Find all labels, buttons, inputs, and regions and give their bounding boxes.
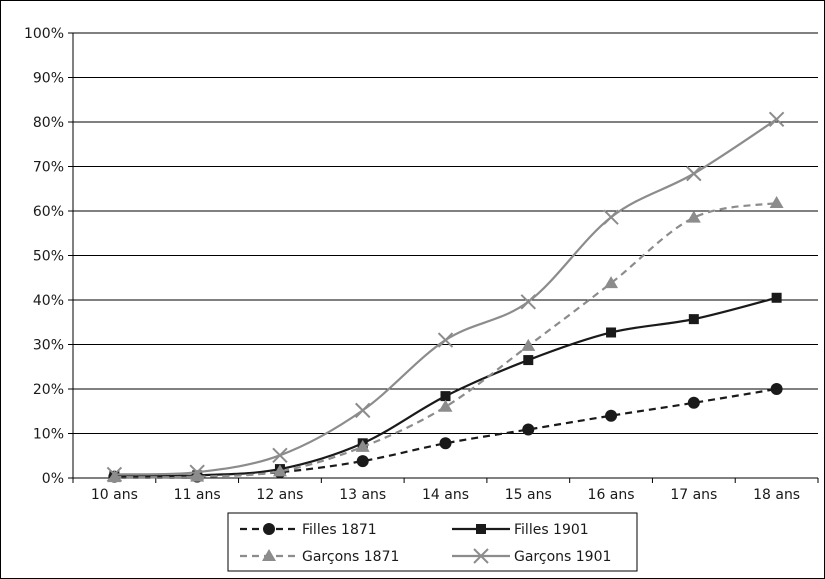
x-tick-label: 11 ans xyxy=(174,487,221,503)
data-point-filles-1871-4 xyxy=(439,437,452,450)
data-point-garcons-1901-6 xyxy=(603,209,619,225)
y-tick-label: 50% xyxy=(33,249,64,265)
y-tick-label: 20% xyxy=(33,382,64,398)
data-point-filles-1871-7 xyxy=(687,396,700,409)
data-point-garcons-1901-8 xyxy=(768,111,785,128)
legend-label: Garçons 1871 xyxy=(302,549,399,565)
data-point-garcons-1871-1 xyxy=(190,469,205,482)
legend-label: Filles 1871 xyxy=(302,522,377,538)
legend-marker xyxy=(262,549,276,561)
x-tick-label: 10 ans xyxy=(91,487,138,503)
y-tick-label: 100% xyxy=(24,26,64,42)
data-point-filles-1871-6 xyxy=(605,409,618,422)
data-point-garcons-1901-5 xyxy=(520,294,536,310)
x-tick-label: 17 ans xyxy=(670,487,717,503)
y-tick-label: 60% xyxy=(33,204,64,220)
x-tick-label: 14 ans xyxy=(422,487,469,503)
data-point-garcons-1871-8 xyxy=(769,195,784,208)
legend-box xyxy=(227,512,638,572)
data-point-garcons-1871-6 xyxy=(604,276,619,289)
y-tick-label: 0% xyxy=(42,471,64,487)
legend-marker xyxy=(263,523,275,535)
legend-marker xyxy=(476,524,486,534)
legend-label: Filles 1901 xyxy=(514,522,589,538)
legend: Filles 1871 Filles 1901 Garçons 1871 Garçon… xyxy=(227,512,638,572)
data-point-filles-1901-6 xyxy=(606,327,617,338)
data-point-garcons-1871-4 xyxy=(438,399,453,412)
data-point-filles-1901-4 xyxy=(440,391,451,402)
x-tick-label: 18 ans xyxy=(753,487,800,503)
data-point-garcons-1901-1 xyxy=(189,464,205,480)
y-tick-label: 90% xyxy=(33,71,64,87)
y-tick-label: 10% xyxy=(33,427,64,443)
legend-item-filles-1871: Filles 1871 xyxy=(240,522,377,538)
legend-item-garcons-1871: Garçons 1871 xyxy=(240,549,399,565)
x-tick-label: 13 ans xyxy=(339,487,386,503)
legend-label: Garçons 1901 xyxy=(514,549,611,565)
y-axis-ticks: 0% 10% 20% 30% 40% 50% 60% 70% 80% 90% 100% xyxy=(24,26,73,487)
y-tick-label: 70% xyxy=(33,160,64,176)
series-line-garcons-1871 xyxy=(114,201,777,479)
data-point-filles-1901-7 xyxy=(688,314,699,325)
data-point-filles-1901-8 xyxy=(771,292,782,303)
data-point-garcons-1901-0 xyxy=(106,466,123,483)
y-tick-label: 80% xyxy=(33,115,64,131)
data-point-filles-1871-5 xyxy=(522,423,535,436)
data-point-garcons-1871-7 xyxy=(686,210,701,223)
y-tick-label: 40% xyxy=(33,293,64,309)
legend-item-garcons-1901: Garçons 1901 xyxy=(452,548,611,565)
data-point-filles-1871-3 xyxy=(356,455,369,468)
legend-item-filles-1901: Filles 1901 xyxy=(452,522,589,538)
data-point-filles-1871-8 xyxy=(770,383,783,395)
data-point-garcons-1871-5 xyxy=(521,338,536,351)
data-point-garcons-1871-2 xyxy=(272,464,287,477)
data-point-garcons-1901-4 xyxy=(437,332,454,348)
y-tick-label: 30% xyxy=(33,338,64,354)
data-point-garcons-1901-7 xyxy=(686,165,702,182)
x-axis-ticks: 10 ans 11 ans 12 ans 13 ans 14 ans 15 ans 16 a… xyxy=(72,478,819,503)
series-garcons-1901 xyxy=(106,111,785,483)
data-point-garcons-1901-3 xyxy=(355,402,371,419)
series-garcons-1871 xyxy=(107,195,784,483)
series xyxy=(106,111,785,483)
data-point-garcons-1871-3 xyxy=(355,439,370,452)
data-point-garcons-1901-2 xyxy=(272,447,288,464)
legend-marker xyxy=(473,548,489,564)
data-point-filles-1901-5 xyxy=(523,355,534,366)
x-tick-label: 15 ans xyxy=(505,487,552,503)
x-tick-label: 12 ans xyxy=(256,487,303,503)
x-tick-label: 16 ans xyxy=(588,487,635,503)
